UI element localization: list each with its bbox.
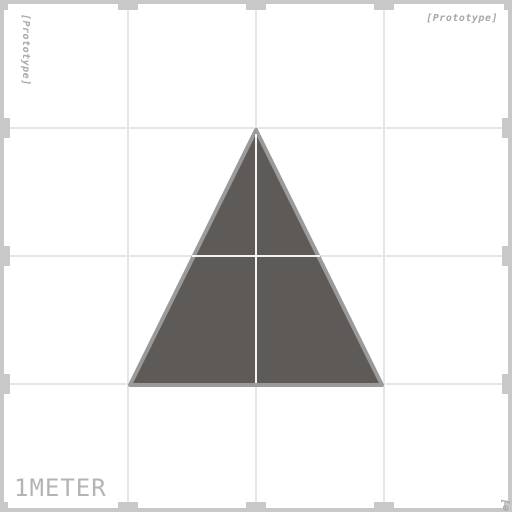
scale-label: 1METER (14, 474, 107, 502)
prototype-label-top-left: [Prototype] (20, 14, 31, 86)
prototype-label-bottom-right: [Prototype] (501, 498, 512, 512)
prototype-label-top-right: [Prototype] (426, 13, 498, 24)
triangle-crosshair (192, 134, 320, 383)
